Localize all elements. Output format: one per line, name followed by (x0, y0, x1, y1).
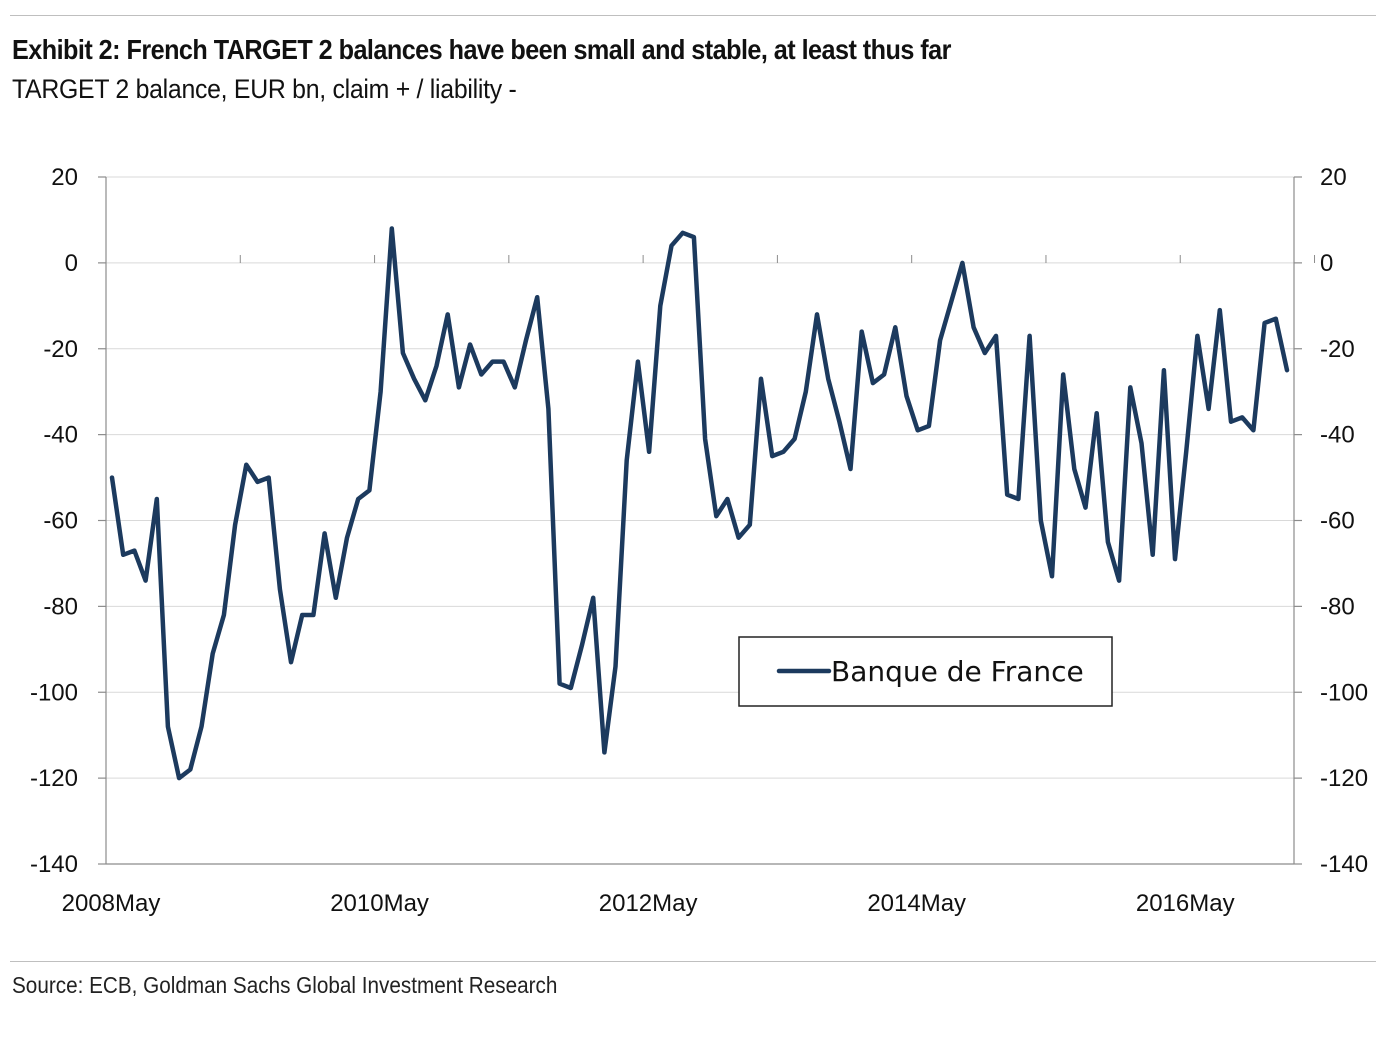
series-group (109, 226, 1290, 781)
legend: Banque de France (738, 636, 1113, 707)
series-line-0 (109, 226, 1290, 781)
y-tick-label-left: -100 (30, 679, 78, 706)
x-tick-label: 2008May (62, 890, 161, 917)
y-axis-left-labels: 20 0 -20 -40 -60 -80 -100 -120 -140 (30, 164, 78, 878)
y-axis-right-labels: 20 0 -20 -40 -60 -80 -100 -120 -140 (1320, 164, 1368, 878)
y-tick-label-right: -40 (1320, 422, 1355, 449)
x-tick-label: 2010May (330, 890, 429, 917)
y-tick-label-right: 0 (1320, 250, 1333, 277)
y-tick-label-left: 0 (65, 250, 78, 277)
legend-label: Banque de France (831, 655, 1084, 688)
y-tick-label-left: 20 (51, 164, 78, 191)
y-tick-label-left: -120 (30, 765, 78, 792)
line-chart: 20 0 -20 -40 -60 -80 -100 -120 -140 20 0 -20 -40 -60… (30, 164, 1368, 917)
y-tick-label-right: -60 (1320, 508, 1355, 535)
y-tick-label-left: -20 (43, 336, 78, 363)
x-tick-label: 2012May (599, 890, 698, 917)
y-tick-label-left: -40 (43, 422, 78, 449)
top-rule (10, 15, 1376, 16)
y-tick-label-right: -140 (1320, 851, 1368, 878)
chart-title: Exhibit 2: French TARGET 2 balances have… (12, 34, 951, 65)
x-axis-labels: 2008May 2010May 2012May 2014May 2016May (62, 890, 1235, 917)
y-tick-label-right: -20 (1320, 336, 1355, 363)
chart-subtitle: TARGET 2 balance, EUR bn, claim + / liab… (12, 74, 517, 104)
x-tick-label: 2016May (1136, 890, 1235, 917)
y-tick-label-right: -120 (1320, 765, 1368, 792)
y-tick-label-right: -80 (1320, 593, 1355, 620)
y-tick-label-right: -100 (1320, 679, 1368, 706)
y-tick-label-left: -80 (43, 593, 78, 620)
y-tick-label-left: -140 (30, 851, 78, 878)
x-tick-label: 2014May (867, 890, 966, 917)
source-note: Source: ECB, Goldman Sachs Global Invest… (12, 972, 558, 998)
y-tick-label-right: 20 (1320, 164, 1347, 191)
axes (98, 176, 1316, 865)
y-tick-label-left: -60 (43, 508, 78, 535)
bottom-rule (10, 961, 1376, 962)
gridlines (106, 176, 1294, 779)
